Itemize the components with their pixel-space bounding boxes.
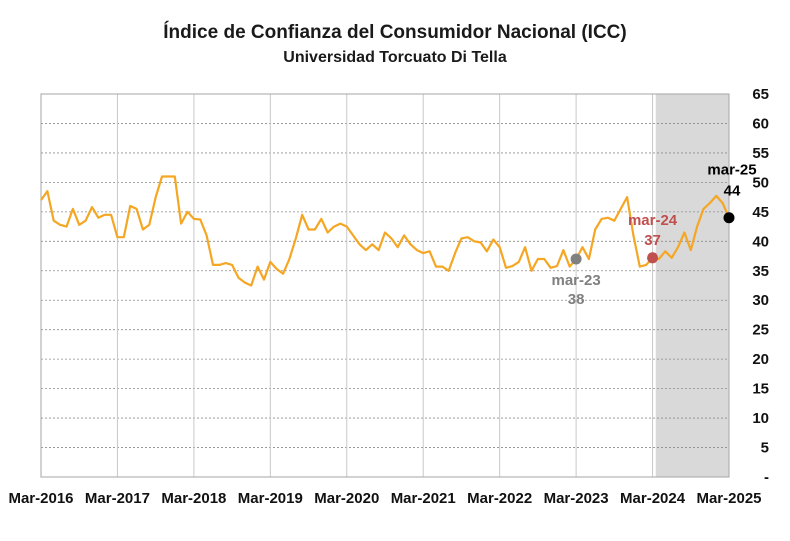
x-tick-label: Mar-2017 <box>85 490 150 507</box>
annotation-date-label: mar-23 <box>552 272 601 289</box>
x-tick-label: Mar-2019 <box>238 490 303 507</box>
y-tick-label: 25 <box>752 322 769 339</box>
plot-frame <box>40 93 730 478</box>
annotation-date-label: mar-24 <box>628 212 678 229</box>
y-tick-label: 55 <box>752 145 769 162</box>
x-tick-label: Mar-2021 <box>391 490 456 507</box>
annotation-marker <box>647 252 659 264</box>
annotation-value-label: 37 <box>644 232 661 249</box>
y-tick-label: 60 <box>752 115 769 132</box>
shaded-period <box>655 94 729 477</box>
series-line <box>40 175 731 287</box>
y-tick-label: 45 <box>752 204 769 221</box>
y-tick-label: 15 <box>752 381 769 398</box>
y-tick-label: 40 <box>752 233 769 250</box>
annotation-date-label: mar-25 <box>707 162 756 179</box>
x-tick-label: Mar-2016 <box>8 490 73 507</box>
x-tick-label: Mar-2020 <box>314 490 379 507</box>
chart-subtitle: Universidad Torcuato Di Tella <box>283 49 507 66</box>
x-tick-label: Mar-2018 <box>161 490 226 507</box>
annotation-marker <box>570 253 582 265</box>
y-tick-label: 10 <box>752 410 769 427</box>
annotation-value-label: 38 <box>568 291 585 308</box>
chart-title: Índice de Confianza del Consumidor Nacio… <box>163 22 627 43</box>
x-tick-label: Mar-2022 <box>467 490 532 507</box>
y-tick-label: 50 <box>752 174 769 191</box>
y-tick-label: 20 <box>752 351 769 368</box>
annotation-marker <box>723 212 735 224</box>
y-tick-label: 5 <box>761 440 769 457</box>
x-tick-label: Mar-2024 <box>620 490 686 507</box>
y-tick-label: 35 <box>752 263 769 280</box>
y-tick-label: 65 <box>752 86 769 103</box>
x-tick-label: Mar-2025 <box>696 490 761 507</box>
annotation-value-label: 44 <box>724 183 741 200</box>
y-tick-label: - <box>764 469 769 486</box>
y-tick-label: 30 <box>752 292 769 309</box>
x-tick-label: Mar-2023 <box>544 490 609 507</box>
